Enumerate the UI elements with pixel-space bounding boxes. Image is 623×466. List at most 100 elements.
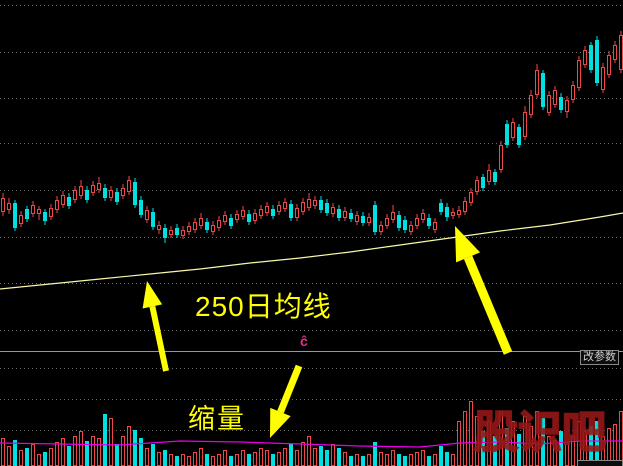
volume-bar xyxy=(7,446,11,466)
candle-body xyxy=(163,228,167,238)
volume-bar xyxy=(91,436,95,466)
candle-body xyxy=(415,218,419,226)
volume-bar xyxy=(115,444,119,466)
candle-body xyxy=(91,185,95,193)
candle-body xyxy=(481,177,485,188)
volume-bar xyxy=(421,450,425,466)
candle-body xyxy=(379,225,383,232)
volume-bar xyxy=(595,421,599,466)
volume-bar xyxy=(403,456,407,466)
candle-body xyxy=(577,60,581,88)
volume-bars xyxy=(1,401,623,466)
volume-bar xyxy=(589,426,593,466)
volume-bar xyxy=(355,454,359,466)
volume-bar xyxy=(43,452,47,466)
volume-bar xyxy=(49,448,53,466)
volume-bar xyxy=(181,454,185,466)
candle-body xyxy=(307,199,311,208)
change-params-button[interactable]: 改参数 xyxy=(580,350,619,365)
candle-body xyxy=(595,40,599,83)
volume-bar xyxy=(349,456,353,466)
candle-body xyxy=(427,218,431,226)
candle-body xyxy=(565,100,569,112)
candle-body xyxy=(157,225,161,230)
volume-bar xyxy=(619,411,623,466)
price-cursor-marker: ĉ xyxy=(300,333,308,349)
candle-body xyxy=(181,230,185,236)
candle-body xyxy=(397,215,401,228)
candle-body xyxy=(295,208,299,218)
volume-bar xyxy=(73,436,77,466)
volume-bar xyxy=(121,436,125,466)
candle-body xyxy=(223,215,227,222)
volume-bar xyxy=(253,452,257,466)
volume-bar xyxy=(79,431,83,466)
volume-bar xyxy=(361,456,365,466)
candle-body xyxy=(343,211,347,218)
candle-body xyxy=(433,222,437,230)
candle-body xyxy=(445,207,449,217)
candlesticks xyxy=(1,31,623,243)
candle-body xyxy=(463,201,467,212)
volume-bar xyxy=(559,431,563,466)
candle-body xyxy=(529,95,533,115)
candle-body xyxy=(325,203,329,213)
ma250-annotation-label: 250日均线 xyxy=(195,291,332,322)
gridlines xyxy=(0,5,623,431)
volume-bar xyxy=(127,426,131,466)
volume-bar xyxy=(175,456,179,466)
breakout-arrow-icon xyxy=(455,226,513,355)
volume-bar xyxy=(397,454,401,466)
volume-bar xyxy=(433,454,437,466)
volume-bar xyxy=(157,452,161,466)
candle-body xyxy=(421,213,425,220)
candle-body xyxy=(319,200,323,210)
candle-body xyxy=(7,203,11,210)
volume-bar xyxy=(313,448,317,466)
volume-bar xyxy=(391,450,395,466)
candle-body xyxy=(175,228,179,235)
bottom-right-partial-box xyxy=(577,460,623,466)
candle-body xyxy=(493,172,497,182)
candle-body xyxy=(193,222,197,230)
volume-bar xyxy=(367,454,371,466)
volume-bar xyxy=(187,456,191,466)
candle-body xyxy=(145,210,149,220)
volume-bar xyxy=(25,448,29,466)
watermark-text: 股识吧 xyxy=(473,407,607,458)
candle-body xyxy=(139,200,143,215)
candle-body xyxy=(619,35,623,70)
volume-bar xyxy=(283,448,287,466)
candle-body xyxy=(271,209,275,216)
candle-body xyxy=(1,198,5,212)
volume-bar xyxy=(415,452,419,466)
volume-bar xyxy=(55,442,59,466)
candle-body xyxy=(541,73,545,107)
volume-bar xyxy=(67,446,71,466)
volume-bar xyxy=(271,454,275,466)
volume-bar xyxy=(133,430,137,466)
candle-body xyxy=(133,182,137,205)
volume-bar xyxy=(481,431,485,466)
volume-ma-line xyxy=(0,440,623,448)
candle-body xyxy=(235,214,239,220)
candle-body xyxy=(115,192,119,202)
volume-bar xyxy=(463,411,467,466)
candle-body xyxy=(73,190,77,200)
ma250-arrow-icon xyxy=(142,281,169,372)
candle-body xyxy=(205,222,209,230)
candle-body xyxy=(469,192,473,203)
candle-body xyxy=(121,188,125,196)
volume-bar xyxy=(541,418,545,466)
volume-bar xyxy=(151,444,155,466)
candle-body xyxy=(337,209,341,218)
candle-body xyxy=(109,190,113,198)
volume-bar xyxy=(85,441,89,466)
volume-bar xyxy=(469,401,473,466)
candle-body xyxy=(13,203,17,228)
candle-body xyxy=(403,220,407,230)
candle-body xyxy=(31,205,35,214)
candle-body xyxy=(79,186,83,196)
volume-bar xyxy=(319,446,323,466)
